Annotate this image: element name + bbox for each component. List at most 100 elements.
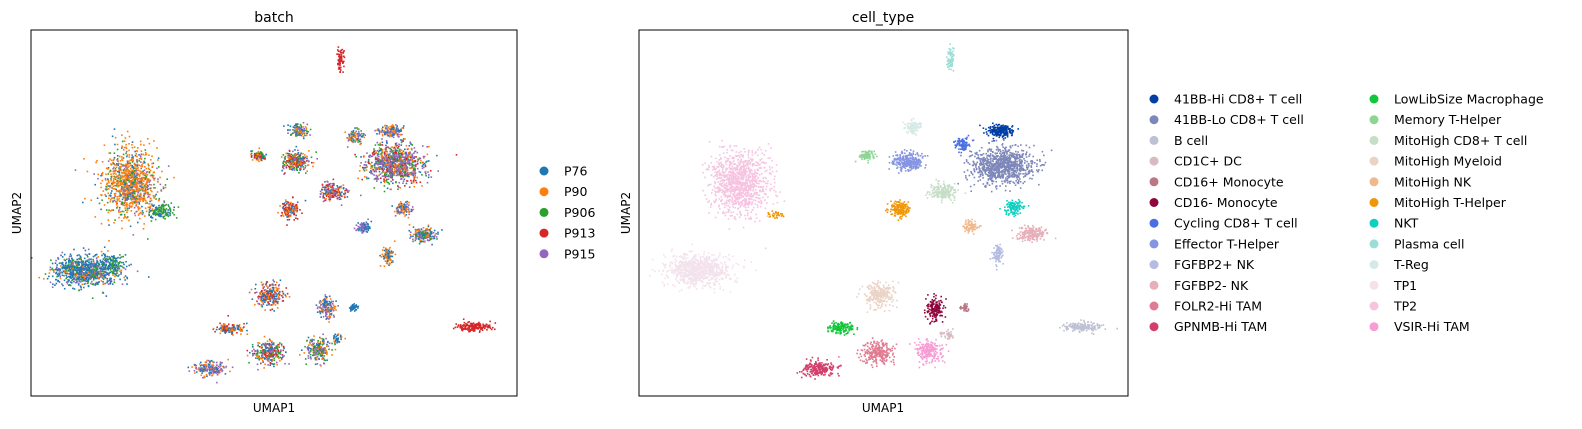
cell-type-legend-marker-cd16-monocyte (1149, 177, 1159, 187)
batch-cluster-11 (319, 178, 350, 206)
cell-type-legend-marker-gpnmb-hi-tam (1149, 322, 1159, 332)
cell-type-legend-label-vsir-hi-tam: VSIR-Hi TAM (1394, 319, 1470, 334)
cell-type-legend-label-mitohigh-cd8-t-cell: MitoHigh CD8+ T cell (1394, 133, 1527, 148)
batch-cluster-25 (452, 318, 497, 333)
cell-type-cluster-16 (856, 280, 900, 313)
batch-cluster-2 (31, 246, 150, 299)
batch-legend-label-p90: P90 (564, 184, 587, 199)
batch-legend-marker-p906 (539, 207, 549, 217)
batch-cluster-8 (280, 145, 318, 175)
batch-cluster-10 (250, 147, 267, 163)
batch-cluster-21 (246, 335, 290, 371)
cell-type-cluster-15 (989, 243, 1004, 271)
batch-title: batch (254, 10, 294, 26)
cell-type-legend-label-fgfbp2-nk: FGFBP2+ NK (1174, 257, 1255, 272)
cell-type-legend-marker-effector-t-helper (1149, 239, 1159, 249)
cell-type-legend-marker-mitohigh-nk (1369, 177, 1379, 187)
batch-cluster-15 (353, 218, 373, 234)
cell-type-legend-marker-t-reg (1369, 260, 1379, 270)
cell-type-legend-label-mitohigh-t-helper: MitoHigh T-Helper (1394, 195, 1507, 210)
cell-type-legend-label-tp1: TP1 (1393, 278, 1417, 293)
cell-type-legend-marker-folr2-hi-tam (1149, 301, 1159, 311)
batch-cluster-7 (283, 121, 312, 140)
cell-type-legend: 41BB-Hi CD8+ T cell 41BB-Lo CD8+ T cell B … (1149, 92, 1544, 334)
cell-type-legend-marker-41bb-lo-cd8-t-cell (1149, 115, 1159, 125)
batch-cluster-9 (344, 127, 367, 148)
cell-type-legend-marker-tp2 (1369, 301, 1379, 311)
cell-type-cluster-0 (945, 43, 955, 72)
cell-type-cluster-17 (923, 293, 947, 325)
cell-type-legend-marker-mitohigh-myeloid (1369, 156, 1379, 166)
cell-type-cluster-22 (909, 338, 950, 369)
batch-legend-label-p906: P906 (564, 205, 595, 220)
cell-type-legend-marker-cycling-cd8-t-cell (1149, 218, 1159, 228)
batch-legend-marker-p913 (539, 228, 549, 238)
cell-type-legend-marker-41bb-hi-cd8-t-cell (1149, 94, 1159, 104)
cell-type-cluster-1 (701, 139, 786, 250)
cell-type-legend-marker-mitohigh-t-helper (1369, 198, 1379, 207)
batch-cluster-16 (379, 240, 397, 267)
cell-type-legend-marker-memory-t-helper (1369, 115, 1379, 125)
cell-type-legend-label-cd16-monocyte: CD16+ Monocyte (1174, 174, 1284, 189)
batch-cluster-4 (336, 46, 346, 73)
cell-type-legend-label-effector-t-helper: Effector T-Helper (1174, 236, 1280, 251)
cell-type-legend-label-mitohigh-myeloid: MitoHigh Myeloid (1394, 154, 1502, 169)
cell-type-panel: cell_type UMAP1 UMAP2 41BB-Hi CD8+ T cel… (619, 10, 1544, 415)
cell-type-legend-label-lowlibsize-macrophage: LowLibSize Macrophage (1394, 92, 1544, 107)
cell-type-legend-marker-nkt (1369, 218, 1379, 228)
cell-type-legend-marker-vsir-hi-tam (1369, 322, 1379, 332)
cell-type-legend-label-41bb-hi-cd8-t-cell: 41BB-Hi CD8+ T cell (1174, 92, 1302, 107)
batch-cluster-5 (354, 134, 458, 197)
cell-type-legend-marker-fgfbp2-nk (1149, 280, 1159, 290)
batch-legend-marker-p76 (539, 166, 549, 176)
batch-cluster-12 (277, 196, 307, 226)
cell-type-cluster-5 (957, 139, 1053, 193)
batch-point-cloud (31, 46, 497, 384)
batch-cluster-17 (248, 279, 291, 312)
cell-type-cluster-7 (953, 134, 974, 154)
batch-panel: batch UMAP1 UMAP2 P76 P90 P906 P913 P915 (10, 10, 595, 415)
batch-cluster-6 (374, 124, 405, 140)
cell-type-legend-label-t-reg: T-Reg (1393, 257, 1429, 272)
cell-type-legend-label-b-cell: B cell (1174, 133, 1208, 148)
batch-cluster-24 (187, 358, 234, 384)
cell-type-legend-label-41bb-lo-cd8-t-cell: 41BB-Lo CD8+ T cell (1174, 112, 1304, 127)
batch-ylabel: UMAP2 (10, 192, 24, 234)
cell-type-legend-marker-mitohigh-cd8-t-cell (1369, 135, 1379, 145)
batch-cluster-1 (141, 200, 180, 222)
cell-type-title: cell_type (852, 10, 914, 26)
cell-type-cluster-20 (827, 320, 859, 336)
cell-type-legend-label-cycling-cd8-t-cell: Cycling CD8+ T cell (1174, 216, 1298, 231)
batch-cluster-18 (315, 294, 339, 323)
batch-legend-label-p76: P76 (564, 164, 587, 179)
batch-legend-marker-p90 (539, 187, 549, 197)
cell-type-legend-label-memory-t-helper: Memory T-Helper (1394, 112, 1502, 127)
batch-cluster-20 (212, 315, 249, 336)
cell-type-legend-marker-plasma-cell (1369, 239, 1379, 249)
cell-type-legend-marker-tp1 (1369, 280, 1379, 290)
cell-type-legend-label-folr2-hi-tam: FOLR2-Hi TAM (1174, 299, 1262, 314)
cell-type-cluster-12 (999, 199, 1030, 218)
batch-cluster-23 (333, 333, 346, 344)
cell-type-cluster-19 (939, 328, 954, 340)
batch-cluster-13 (391, 200, 415, 219)
batch-axes-frame (30, 29, 518, 397)
batch-legend: P76 P90 P906 P913 P915 (539, 164, 595, 261)
cell-type-legend-marker-cd1c-dc (1149, 156, 1159, 166)
cell-type-cluster-10 (925, 178, 967, 204)
batch-legend-label-p915: P915 (564, 246, 595, 261)
cell-type-legend-label-fgfbp2-nk: FGFBP2- NK (1174, 278, 1249, 293)
cell-type-legend-label-nkt: NKT (1394, 216, 1419, 231)
cell-type-legend-label-cd16-monocyte: CD16- Monocyte (1174, 195, 1278, 210)
batch-cluster-14 (408, 224, 443, 246)
cell-type-axes-frame (638, 29, 1129, 397)
cell-type-cluster-13 (1011, 224, 1057, 243)
cell-type-cluster-18 (959, 302, 970, 312)
batch-cluster-0 (74, 128, 175, 242)
cell-type-cluster-3 (648, 243, 757, 294)
cell-type-legend-marker-b-cell (1149, 135, 1159, 145)
cell-type-legend-marker-fgfbp2-nk (1149, 260, 1159, 270)
cell-type-legend-label-cd1c-dc: CD1C+ DC (1174, 154, 1242, 169)
cell-type-cluster-14 (962, 218, 982, 235)
